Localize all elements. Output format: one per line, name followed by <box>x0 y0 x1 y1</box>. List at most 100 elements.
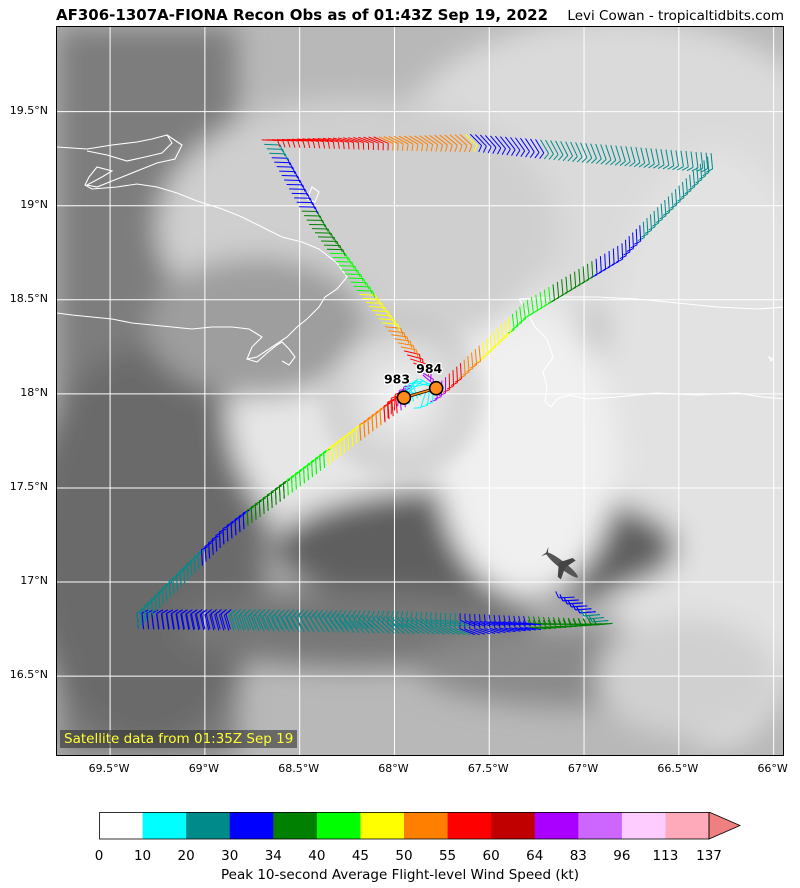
wind-barb <box>381 610 394 629</box>
wind-barb <box>278 482 286 502</box>
wind-barb <box>560 141 569 162</box>
wind-barb <box>327 609 338 630</box>
wind-barb <box>302 138 321 149</box>
wind-barb <box>535 139 545 159</box>
wind-barb <box>469 613 486 627</box>
wind-barb <box>250 503 258 524</box>
lon-tick-label: 68°W <box>378 762 409 775</box>
colorbar-swatch <box>578 812 623 839</box>
colorbar-svg <box>99 811 742 840</box>
wind-barb <box>357 614 370 634</box>
wind-barb <box>327 445 335 465</box>
lat-tick-label: 19°N <box>20 197 48 211</box>
wind-barb <box>168 577 176 598</box>
wind-barb <box>366 610 379 629</box>
wind-barb <box>303 609 313 630</box>
pressure-marker <box>428 380 444 396</box>
wind-barb <box>271 157 291 166</box>
wind-barb <box>485 334 493 355</box>
colorbar-swatch <box>665 812 710 839</box>
wind-barb <box>185 609 193 630</box>
wind-barb <box>504 317 511 338</box>
wind-barb <box>289 188 309 197</box>
wind-barb <box>626 232 634 252</box>
wind-barb <box>545 139 554 160</box>
wind-barb <box>279 170 298 179</box>
wind-barb <box>283 609 293 630</box>
wind-barb <box>322 137 340 149</box>
wind-barb <box>341 269 361 278</box>
wind-barb <box>415 611 430 628</box>
wind-barb <box>175 570 183 591</box>
wind-barb <box>332 256 352 265</box>
colorbar-tick-label: 50 <box>395 848 413 864</box>
wind-barb <box>242 509 250 530</box>
wind-barb <box>312 138 330 149</box>
wind-barb <box>653 148 660 169</box>
wind-barb <box>590 143 598 164</box>
wind-barb <box>359 293 379 302</box>
wind-barb <box>429 134 443 152</box>
wind-barb <box>284 179 303 188</box>
wind-barb <box>586 261 594 281</box>
wind-barb <box>274 485 282 505</box>
colorbar <box>99 811 742 840</box>
lon-tick-label: 66.5°W <box>657 762 699 775</box>
wind-barb <box>439 620 455 635</box>
wind-barb <box>344 273 364 282</box>
colorbar-tick-label: 96 <box>613 848 631 864</box>
wind-barb <box>644 214 652 234</box>
wind-barb <box>161 584 169 605</box>
wind-barb <box>449 134 463 153</box>
lon-tick-label: 69.5°W <box>88 762 130 775</box>
wind-barb <box>405 611 420 628</box>
wind-barb <box>161 609 169 630</box>
wind-barb <box>449 613 466 627</box>
wind-barb <box>254 500 262 520</box>
wind-barb <box>616 243 624 263</box>
lon-tick-label: 68.5°W <box>278 762 320 775</box>
lon-tick-label: 69°W <box>188 762 220 775</box>
wind-barb <box>503 615 521 626</box>
wind-barb <box>630 228 638 249</box>
wind-barb <box>696 152 704 172</box>
wind-barb <box>337 137 355 150</box>
wind-barb <box>282 479 290 499</box>
wind-barb <box>367 414 375 435</box>
wind-barb <box>439 134 453 152</box>
wind-barb <box>270 488 278 508</box>
wind-barb <box>293 609 303 630</box>
wind-barb <box>150 595 158 615</box>
wind-barb <box>454 134 468 153</box>
wind-barb <box>673 185 681 206</box>
wind-barb <box>388 136 404 151</box>
wind-barb <box>286 183 306 192</box>
map-canvas[interactable]: 983 984 <box>57 27 784 756</box>
wind-barb <box>372 310 391 319</box>
wind-barb <box>183 563 191 584</box>
wind-barb <box>186 560 194 580</box>
wind-barb <box>499 136 511 156</box>
wind-barb <box>269 152 288 161</box>
wind-barb-track <box>136 133 714 636</box>
wind-barb <box>470 349 478 369</box>
wind-barb <box>362 297 382 307</box>
lat-tick-label: 19.5°N <box>9 103 48 117</box>
wind-barb <box>481 338 489 359</box>
wind-barb <box>337 610 349 630</box>
wind-barb <box>619 145 626 167</box>
colorbar-swatch <box>534 812 579 839</box>
wind-barb <box>356 610 369 629</box>
map-panel[interactable]: 983 984 <box>56 26 784 756</box>
wind-barb <box>329 252 349 261</box>
wind-barb <box>701 152 709 173</box>
wind-barb <box>226 522 234 542</box>
wind-barb <box>483 614 501 627</box>
wind-barb <box>299 206 319 214</box>
wind-barb <box>610 145 617 166</box>
wind-barb <box>347 277 367 286</box>
wind-barb <box>315 454 323 475</box>
aircraft-icon <box>540 546 578 580</box>
wind-barb <box>573 268 581 289</box>
wind-barb <box>230 518 238 539</box>
